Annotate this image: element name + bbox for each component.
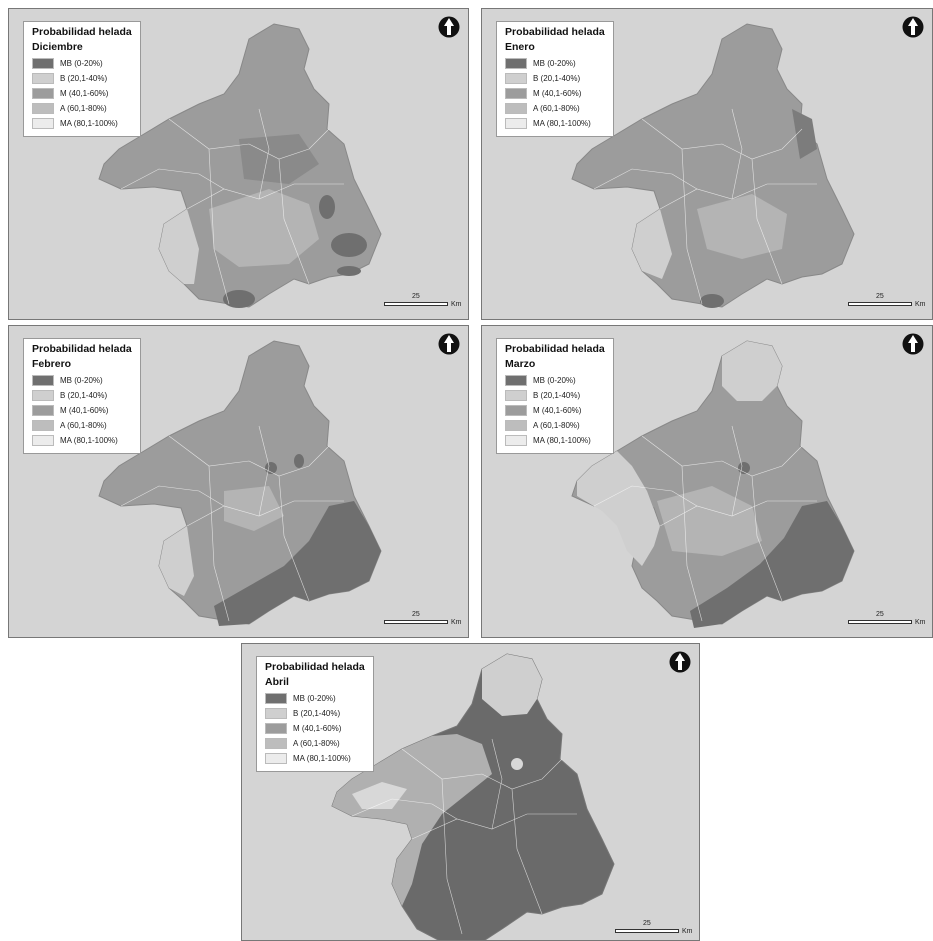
legend-month: Abril xyxy=(265,676,289,688)
legend-item-a: A (60,1-80%) xyxy=(32,101,132,116)
legend: Probabilidad helada Marzo MB (0-20%) B (… xyxy=(496,338,614,454)
map-panel-diciembre: Probabilidad helada Diciembre MB (0-20%)… xyxy=(8,8,469,320)
legend-item-m: M (40,1-60%) xyxy=(265,721,365,736)
legend-title: Probabilidad helada xyxy=(32,343,132,355)
legend-item-m: M (40,1-60%) xyxy=(32,86,132,101)
region-map xyxy=(98,23,382,308)
legend-item-b: B (20,1-40%) xyxy=(32,388,132,403)
scale-bar: 25 Km xyxy=(384,611,464,631)
north-arrow-icon xyxy=(438,333,460,355)
north-arrow-icon xyxy=(438,16,460,38)
legend-item-mb: MB (0-20%) xyxy=(32,56,132,71)
legend: Probabilidad helada Enero MB (0-20%) B (… xyxy=(496,21,614,137)
legend-item-a: A (60,1-80%) xyxy=(505,101,605,116)
north-arrow-icon xyxy=(669,651,691,673)
legend-item-m: M (40,1-60%) xyxy=(505,86,605,101)
legend-item-ma: MA (80,1-100%) xyxy=(505,433,605,448)
legend-title: Probabilidad helada xyxy=(505,343,605,355)
map-panel-febrero: Probabilidad helada Febrero MB (0-20%) B… xyxy=(8,325,469,638)
scale-bar: 25 Km xyxy=(848,611,928,631)
legend-item-b: B (20,1-40%) xyxy=(505,388,605,403)
legend-title: Probabilidad helada xyxy=(265,661,365,673)
legend-item-b: B (20,1-40%) xyxy=(505,71,605,86)
legend-item-mb: MB (0-20%) xyxy=(265,691,365,706)
legend-item-m: M (40,1-60%) xyxy=(32,403,132,418)
region-map xyxy=(331,653,615,940)
legend: Probabilidad helada Febrero MB (0-20%) B… xyxy=(23,338,141,454)
legend-item-ma: MA (80,1-100%) xyxy=(505,116,605,131)
legend-item-mb: MB (0-20%) xyxy=(505,56,605,71)
legend: Probabilidad helada Abril MB (0-20%) B (… xyxy=(256,656,374,772)
legend-item-mb: MB (0-20%) xyxy=(32,373,132,388)
north-arrow-icon xyxy=(902,333,924,355)
legend-item-ma: MA (80,1-100%) xyxy=(32,433,132,448)
legend-month: Enero xyxy=(505,41,535,53)
legend-item-m: M (40,1-60%) xyxy=(505,403,605,418)
legend-month: Marzo xyxy=(505,358,536,370)
legend-item-mb: MB (0-20%) xyxy=(505,373,605,388)
legend-item-b: B (20,1-40%) xyxy=(32,71,132,86)
legend: Probabilidad helada Diciembre MB (0-20%)… xyxy=(23,21,141,137)
legend-item-a: A (60,1-80%) xyxy=(265,736,365,751)
map-panel-abril: Probabilidad helada Abril MB (0-20%) B (… xyxy=(241,643,700,941)
map-panel-enero: Probabilidad helada Enero MB (0-20%) B (… xyxy=(481,8,933,320)
region-map xyxy=(571,23,855,308)
region-map xyxy=(571,340,855,628)
scale-bar: 25 Km xyxy=(384,293,464,313)
region-map xyxy=(98,340,382,626)
legend-item-ma: MA (80,1-100%) xyxy=(265,751,365,766)
legend-item-b: B (20,1-40%) xyxy=(265,706,365,721)
scale-bar: 25 Km xyxy=(848,293,928,313)
legend-item-a: A (60,1-80%) xyxy=(505,418,605,433)
legend-month: Diciembre xyxy=(32,41,83,53)
north-arrow-icon xyxy=(902,16,924,38)
scale-bar: 25 Km xyxy=(615,920,695,940)
legend-month: Febrero xyxy=(32,358,72,370)
legend-title: Probabilidad helada xyxy=(505,26,605,38)
legend-title: Probabilidad helada xyxy=(32,26,132,38)
map-panel-marzo: Probabilidad helada Marzo MB (0-20%) B (… xyxy=(481,325,933,638)
legend-item-a: A (60,1-80%) xyxy=(32,418,132,433)
legend-item-ma: MA (80,1-100%) xyxy=(32,116,132,131)
